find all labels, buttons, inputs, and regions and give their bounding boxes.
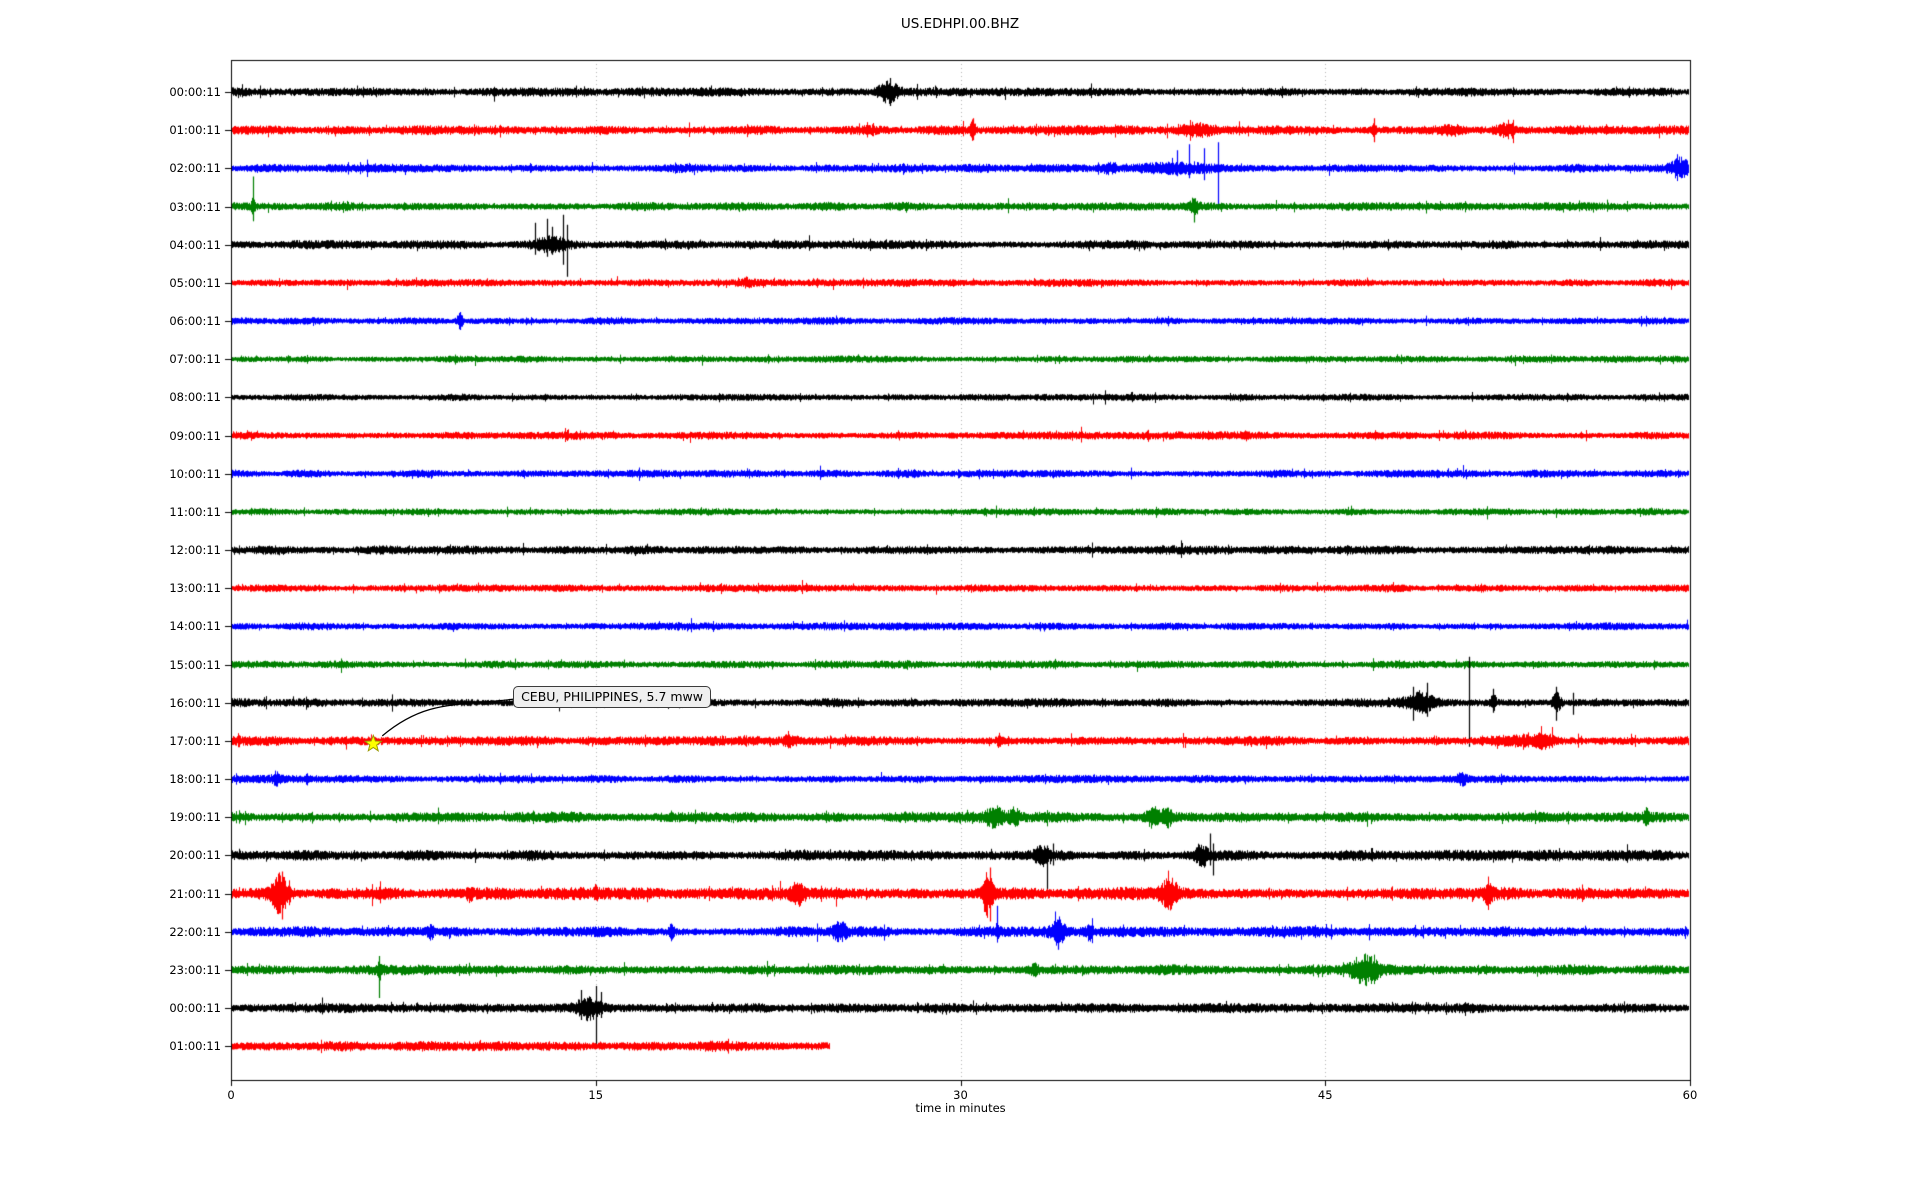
x-tick-label: 0 <box>227 1088 235 1102</box>
y-tick-label: 20:00:11 <box>169 848 221 863</box>
y-tick-label: 11:00:11 <box>169 504 221 519</box>
y-tick-label: 08:00:11 <box>169 390 221 405</box>
y-tick-label: 07:00:11 <box>169 352 221 367</box>
y-tick-label: 06:00:11 <box>169 314 221 329</box>
y-tick-label: 05:00:11 <box>169 275 221 290</box>
y-tick-label: 10:00:11 <box>169 466 221 481</box>
y-tick-label: 15:00:11 <box>169 657 221 672</box>
y-tick-label: 19:00:11 <box>169 810 221 825</box>
y-tick-label: 02:00:11 <box>169 161 221 176</box>
y-tick-label: 01:00:11 <box>169 123 221 138</box>
x-tick-label: 45 <box>1317 1088 1333 1102</box>
y-tick-label: 22:00:11 <box>169 924 221 939</box>
y-tick-label: 17:00:11 <box>169 733 221 748</box>
annotation-callout: CEBU, PHILIPPINES, 5.7 mww <box>513 686 712 708</box>
y-tick-label: 14:00:11 <box>169 619 221 634</box>
x-tick-label: 15 <box>588 1088 604 1102</box>
y-tick-label: 03:00:11 <box>169 199 221 214</box>
x-axis-label: time in minutes <box>915 1101 1006 1115</box>
x-tick-label: 60 <box>1682 1088 1698 1102</box>
y-tick-label: 13:00:11 <box>169 581 221 596</box>
y-tick-label: 04:00:11 <box>169 237 221 252</box>
y-tick-label: 00:00:11 <box>169 85 221 99</box>
y-tick-label: 00:00:11 <box>169 1001 221 1016</box>
x-tick-label: 30 <box>953 1088 968 1102</box>
y-tick-label: 21:00:11 <box>169 886 221 901</box>
y-tick-label: 23:00:11 <box>169 962 221 977</box>
chart-title: US.EDHPI.00.BHZ <box>900 16 1020 32</box>
y-tick-label: 18:00:11 <box>169 772 221 787</box>
y-tick-label: 16:00:11 <box>169 695 221 710</box>
y-tick-label: 09:00:11 <box>169 428 221 443</box>
y-tick-label: 01:00:11 <box>169 1039 221 1054</box>
annotation-text: CEBU, PHILIPPINES, 5.7 mww <box>521 689 704 704</box>
y-tick-label: 12:00:11 <box>169 543 221 558</box>
